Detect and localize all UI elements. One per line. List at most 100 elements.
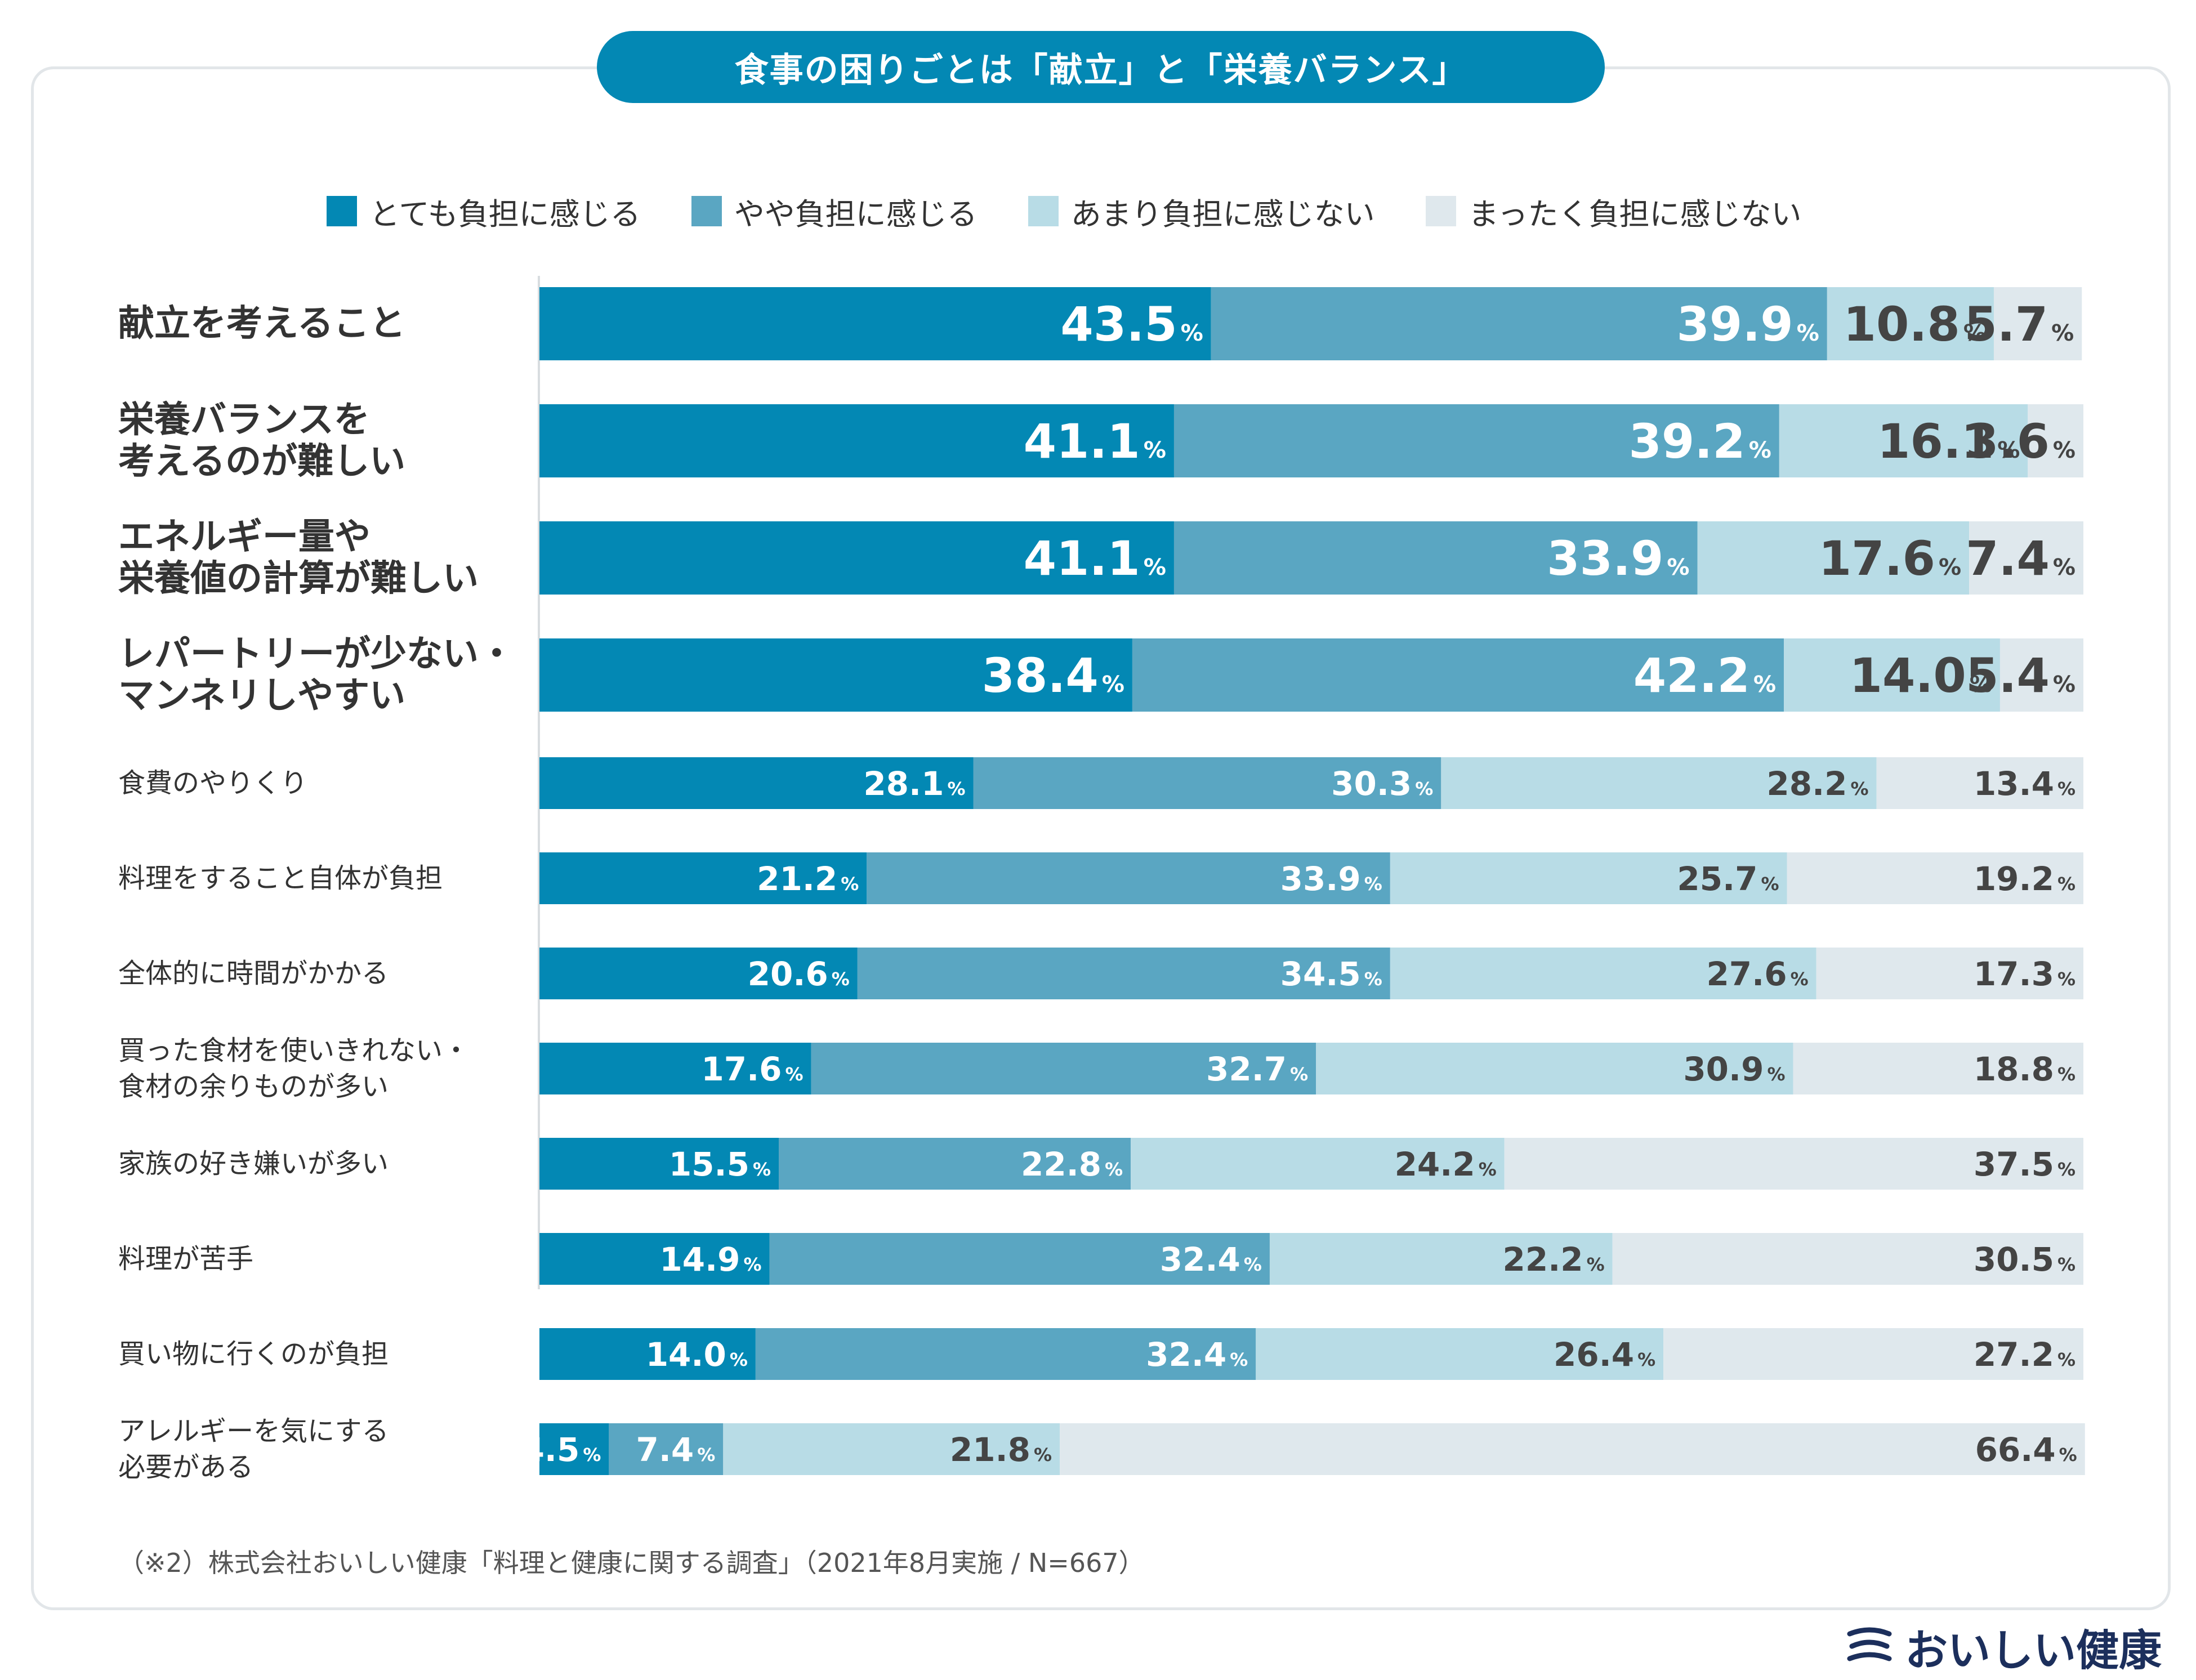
bar-value-label: 4.5%	[522, 1431, 601, 1469]
bar-segment	[1779, 404, 2028, 477]
bar-segment	[1256, 1328, 1664, 1380]
bar-value-label: 27.2%	[1974, 1335, 2076, 1374]
bar-value-label: 28.1%	[863, 765, 965, 803]
bar-segment	[2028, 404, 2083, 477]
bar-segment	[1993, 287, 2082, 360]
bar-value-label: 14.0%	[1850, 648, 1992, 703]
bar-value-label: 26.4%	[1554, 1335, 1655, 1374]
bar-segment	[539, 1233, 770, 1285]
legend-item-somewhat: やや負担に感じる	[691, 189, 978, 234]
bar-segment	[857, 948, 1390, 999]
bar-segment	[867, 852, 1390, 904]
category-label: 食費のやりくり	[118, 767, 308, 799]
bar-value-label: 10.8%	[1844, 297, 1986, 352]
bar-segment	[1132, 638, 1784, 712]
bar-value-label: 24.2%	[1395, 1145, 1497, 1183]
legend-swatch-not-much	[1028, 196, 1059, 226]
category-label: 買った食材を使いきれない・ 食材の余りものが多い	[118, 1035, 470, 1102]
bar-segment	[723, 1423, 1060, 1475]
bar-value-label: 13.4%	[1974, 765, 2076, 803]
bar-segment	[1504, 1138, 2083, 1190]
bar-value-label: 17.6%	[701, 1050, 803, 1088]
bar-segment	[1663, 1328, 2083, 1380]
legend-swatch-somewhat	[691, 196, 722, 226]
bar-value-label: 30.5%	[1974, 1240, 2076, 1279]
bar-segment	[539, 1138, 779, 1190]
bar-value-label: 41.1%	[1024, 531, 1166, 586]
bar-value-label: 18.8%	[1974, 1050, 2076, 1088]
bar-segment	[779, 1138, 1131, 1190]
bar-value-label: 32.7%	[1206, 1050, 1308, 1088]
legend-item-very: とても負担に感じる	[327, 189, 641, 234]
bar-segment	[1173, 404, 1779, 477]
bar-value-label: 22.8%	[1021, 1145, 1123, 1183]
bar-segment	[811, 1043, 1316, 1094]
category-label: 栄養バランスを 考えるのが難しい	[118, 399, 406, 482]
category-label: 家族の好き嫌いが多い	[118, 1148, 389, 1179]
legend-label-very: とても負担に感じる	[369, 196, 641, 232]
bar-value-label: 21.2%	[757, 860, 859, 898]
bar-segment	[1827, 287, 1994, 360]
category-label: アレルギーを気にする 必要がある	[118, 1415, 389, 1483]
bar-value-label: 27.6%	[1706, 955, 1808, 993]
bar-segment	[1060, 1423, 2085, 1475]
brand-logo: おいしい健康	[1844, 1621, 2162, 1675]
bar-segment	[973, 757, 1441, 809]
bar-value-label: 7.4%	[1966, 531, 2076, 586]
bar-segment	[1697, 521, 1970, 595]
bar-value-label: 37.5%	[1974, 1145, 2076, 1183]
bar-value-label: 30.9%	[1683, 1050, 1785, 1088]
bar-value-label: 66.4%	[1975, 1431, 2077, 1469]
bar-value-label: 32.4%	[1146, 1335, 1248, 1374]
legend-label-somewhat: やや負担に感じる	[734, 196, 978, 232]
bar-value-label: 39.2%	[1628, 414, 1771, 469]
legend: とても負担に感じる やや負担に感じる あまり負担に感じない まったく負担に感じな…	[327, 189, 1853, 234]
bar-value-label: 5.7%	[1964, 297, 2074, 352]
bar-value-label: 32.4%	[1160, 1240, 1262, 1279]
bar-value-label: 15.5%	[669, 1145, 771, 1183]
bar-value-label: 17.6%	[1819, 531, 1961, 586]
bar-value-label: 25.7%	[1677, 860, 1779, 898]
bar-segment	[1390, 852, 1787, 904]
bar-value-label: 19.2%	[1974, 860, 2076, 898]
legend-label-not-much: あまり負担に感じない	[1070, 196, 1375, 232]
bar-value-label: 20.6%	[748, 955, 850, 993]
bar-segment	[609, 1423, 724, 1475]
legend-item-not-much: あまり負担に感じない	[1028, 189, 1375, 234]
bar-segment	[1316, 1043, 1793, 1094]
bar-segment	[539, 521, 1174, 595]
legend-item-not-at-all: まったく負担に感じない	[1425, 189, 1802, 234]
bar-segment	[1390, 948, 1816, 999]
wave-logo-icon	[1847, 1627, 1892, 1661]
category-label: レパートリーが少ない・ マンネリしやすい	[118, 633, 515, 717]
bar-segment	[1269, 1233, 1613, 1285]
bar-segment	[1211, 287, 1827, 360]
bar-segment	[1441, 757, 1877, 809]
bar-value-label: 41.1%	[1024, 414, 1166, 469]
bar-segment	[769, 1233, 1270, 1285]
bar-value-label: 5.4%	[1966, 648, 2076, 703]
bar-value-label: 43.5%	[1060, 297, 1203, 352]
bar-value-label: 28.2%	[1766, 765, 1868, 803]
bar-value-label: 17.3%	[1974, 955, 2076, 993]
bar-segment	[755, 1328, 1256, 1380]
bar-value-label: 16.1%	[1877, 414, 2020, 469]
axis-line	[538, 276, 540, 1289]
bar-value-label: 30.3%	[1331, 765, 1433, 803]
bar-value-label: 22.2%	[1503, 1240, 1605, 1279]
bar-segment	[1173, 521, 1698, 595]
bar-segment	[539, 287, 1211, 360]
category-label: 料理をすること自体が負担	[118, 863, 443, 894]
category-label: エネルギー量や 栄養値の計算が難しい	[118, 516, 479, 600]
bar-segment	[1816, 948, 2083, 999]
legend-swatch-very	[327, 196, 357, 226]
bar-segment	[539, 852, 867, 904]
bar-segment	[1969, 521, 2083, 595]
footnote: （※2）株式会社おいしい健康「料理と健康に関する調査」（2021年8月実施 / …	[118, 1548, 1145, 1578]
bar-segment	[539, 1423, 609, 1475]
brand-name: おいしい健康	[1905, 1625, 2162, 1675]
bar-value-label: 33.9%	[1280, 860, 1382, 898]
legend-label-not-at-all: まったく負担に感じない	[1468, 196, 1802, 232]
bar-value-label: 7.4%	[636, 1431, 715, 1469]
